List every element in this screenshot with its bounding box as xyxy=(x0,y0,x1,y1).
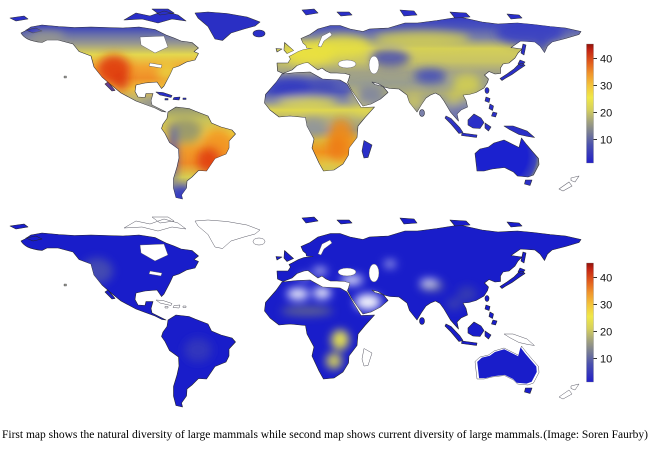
tasmania-shape xyxy=(524,179,533,186)
colorbar-tick-label: 30 xyxy=(600,300,612,312)
arctic-archipelago-shape xyxy=(123,8,187,24)
colorbar-gradient xyxy=(586,43,594,164)
colorbar-tick-label: 10 xyxy=(600,354,612,366)
sri-lanka-shape xyxy=(419,109,425,117)
current-diversity-map xyxy=(9,216,582,408)
figure-canvas: 40 30 20 10 40 30 20 10 xyxy=(9,8,612,408)
madagascar-shape xyxy=(361,140,373,159)
colorbar-gradient xyxy=(586,262,594,383)
cuba-shape xyxy=(155,91,173,98)
colorbar-tick-label: 30 xyxy=(600,81,612,93)
current-diversity-hotspots-overlay xyxy=(81,258,477,369)
greenland-shape xyxy=(194,11,261,41)
hawaii-shape xyxy=(63,75,67,79)
image-credit: (Image: Soren Faurby) xyxy=(543,429,648,441)
inland-seas xyxy=(139,239,380,283)
philippines-shape xyxy=(484,96,498,118)
colorbar-ticks xyxy=(593,58,597,140)
puerto-rico-shape xyxy=(182,97,187,100)
new-guinea-shape xyxy=(503,125,535,138)
sulawesi-shape xyxy=(484,122,492,132)
jamaica-shape xyxy=(164,98,169,101)
colorbar-tick-label: 40 xyxy=(600,273,612,285)
borneo-shape xyxy=(467,113,485,129)
colorbar-bottom: 40 30 20 10 xyxy=(586,262,612,383)
taiwan-shape xyxy=(484,87,490,94)
hispaniola-shape xyxy=(172,96,181,101)
australia-shape xyxy=(474,137,540,178)
iceland-shape xyxy=(252,29,266,38)
inland-seas xyxy=(139,31,380,75)
java-shape xyxy=(461,132,478,138)
colorbar-tick-label: 10 xyxy=(600,135,612,147)
ireland-shape xyxy=(275,48,283,53)
sumatra-shape xyxy=(444,115,464,134)
russian-arctic-islands-shape xyxy=(301,8,523,20)
colorbar-top: 40 30 20 10 xyxy=(586,43,612,164)
colorbar-ticks xyxy=(593,277,597,359)
caption-row: First map shows the natural diversity of… xyxy=(0,429,650,449)
colorbar-tick-label: 40 xyxy=(600,54,612,66)
new-zealand-shape xyxy=(558,175,580,192)
colorbar-tick-label: 20 xyxy=(600,108,612,120)
hawaii-shape xyxy=(63,283,67,287)
figure-caption: First map shows the natural diversity of… xyxy=(2,429,543,441)
colorbar-tick-label: 20 xyxy=(600,327,612,339)
sakhalin-shape xyxy=(520,43,527,56)
natural-diversity-map xyxy=(9,8,582,200)
